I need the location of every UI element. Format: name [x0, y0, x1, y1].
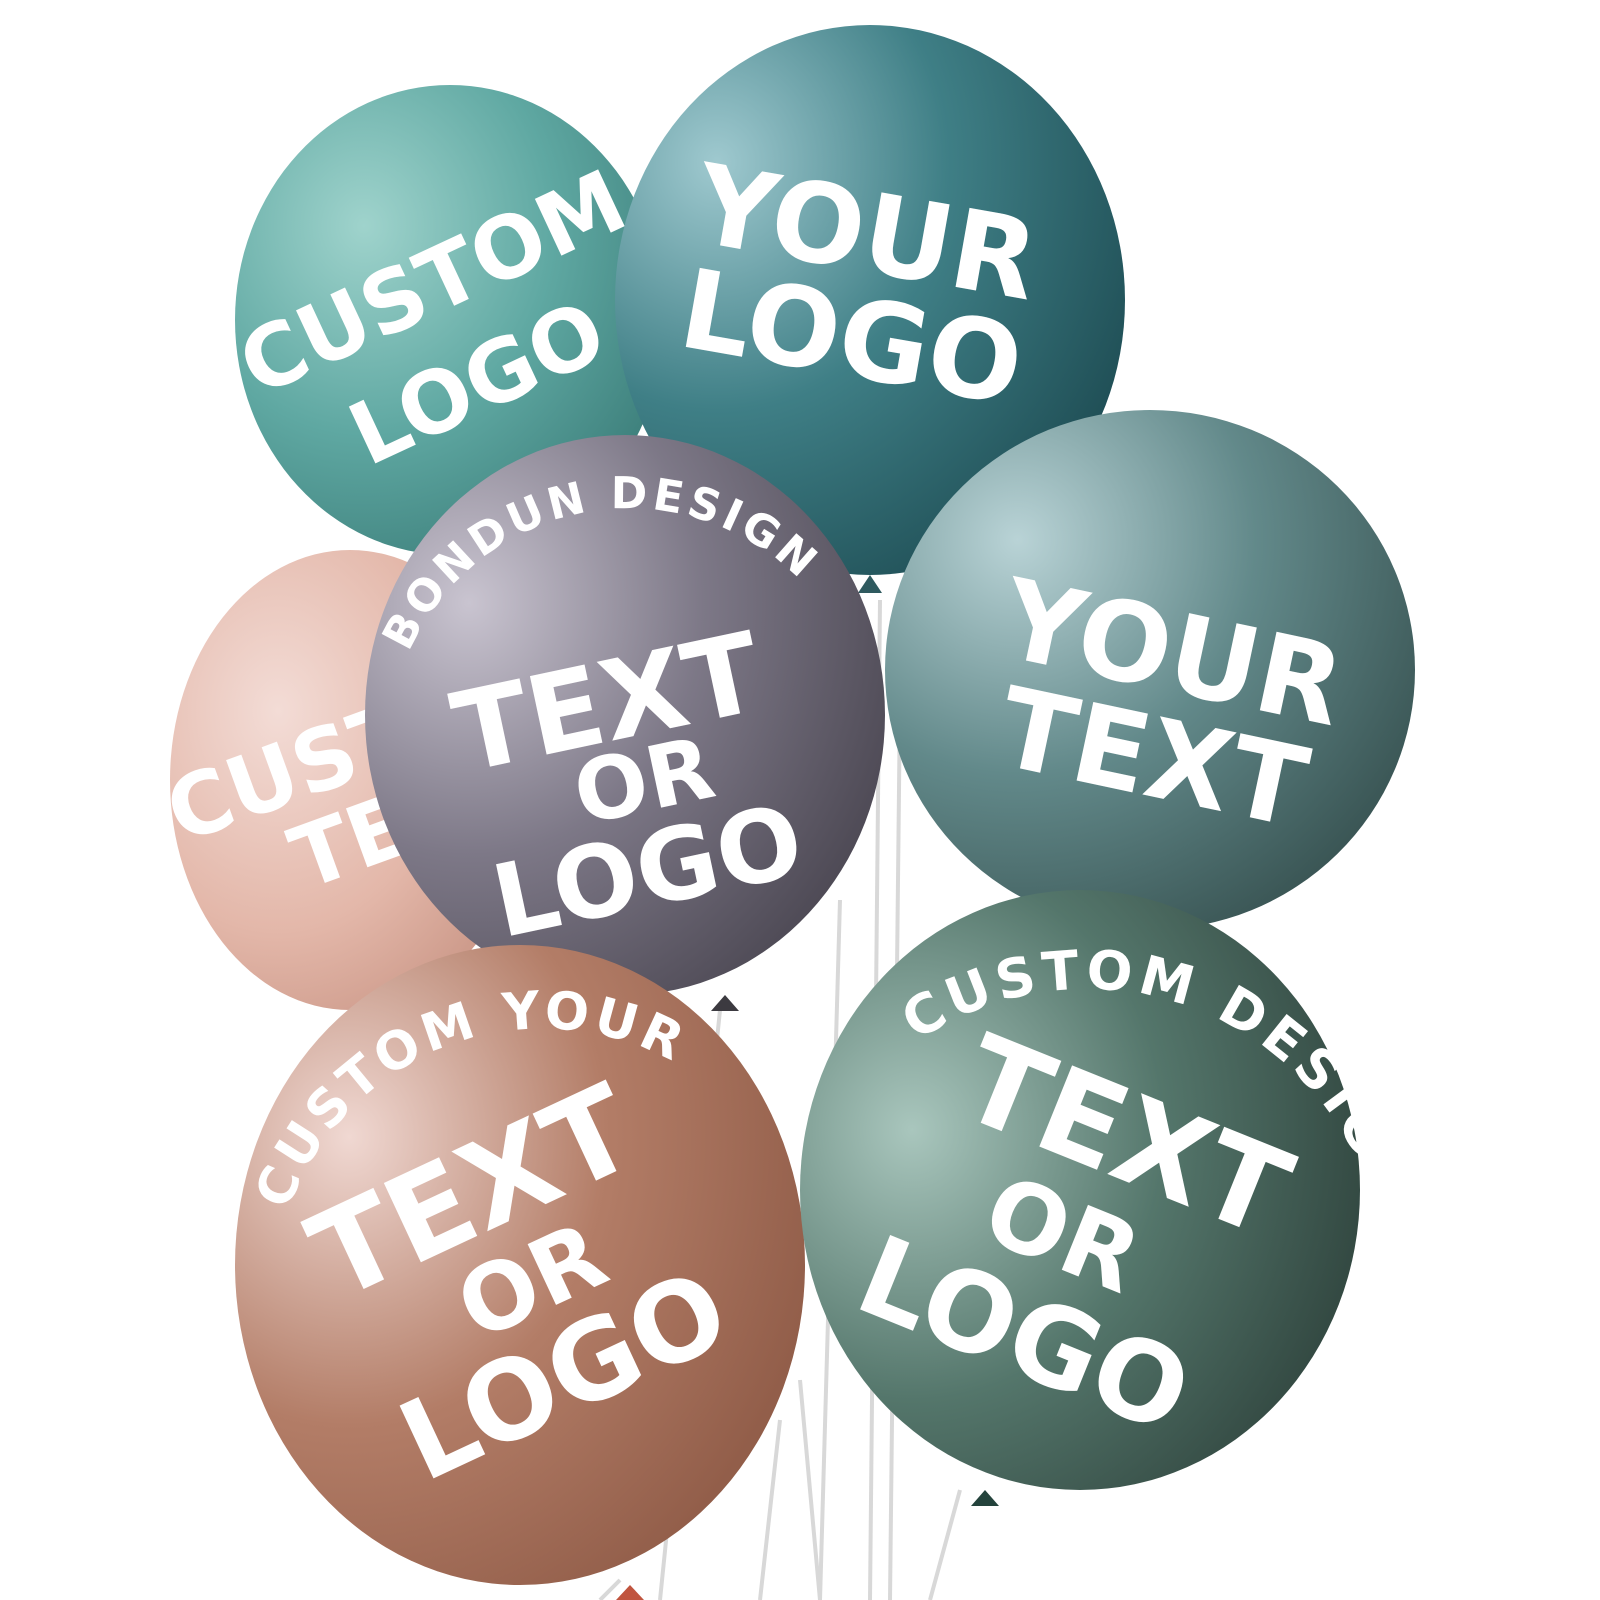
balloon-sage-right: YOUR TEXT — [885, 410, 1415, 930]
balloon-teal-top-right: YOUR LOGO — [615, 25, 1125, 593]
balloon-teal-top-left: CUSTOM LOGO — [225, 85, 665, 555]
balloon-peach-bottom-left: CUSTOM YOUR TEXT OR LOGO — [235, 945, 805, 1600]
balloon-green-bottom-right: CUSTOM DESIGN TEXT OR LOGO — [800, 890, 1419, 1506]
balloon-mauve-center: BONDUN DESIGN TEXT OR LOGO — [365, 435, 885, 1011]
